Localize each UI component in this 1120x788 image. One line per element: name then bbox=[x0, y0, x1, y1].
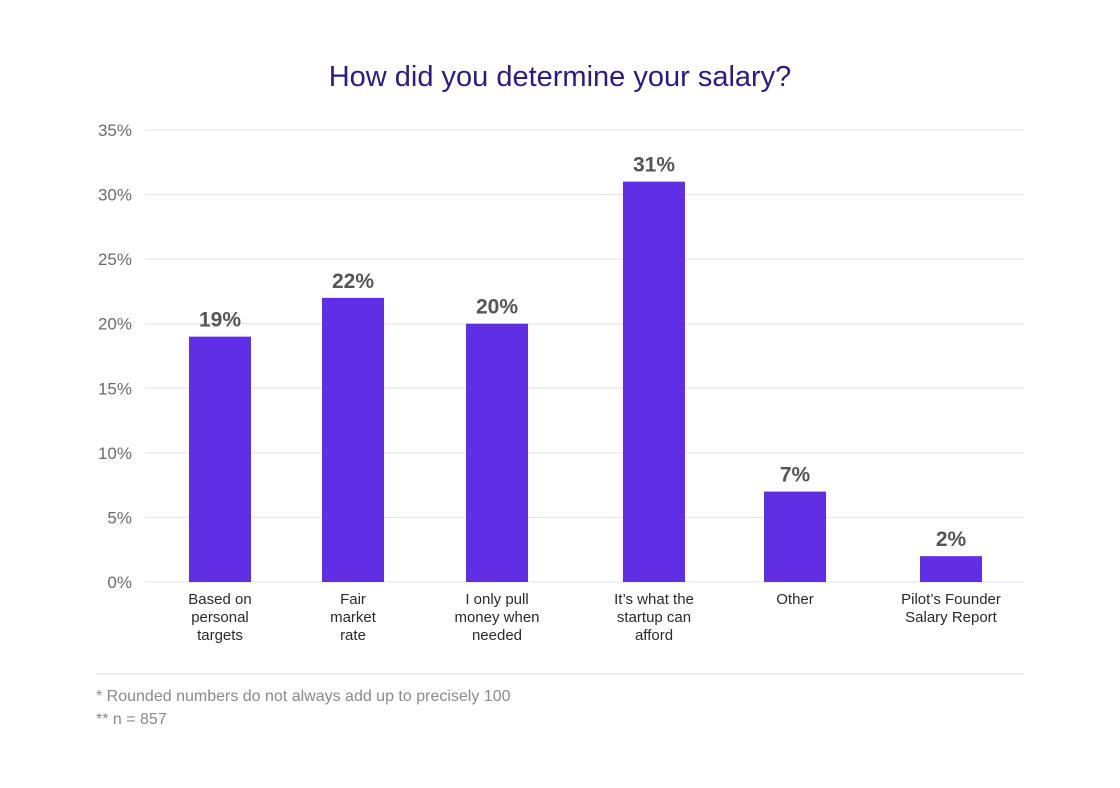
bar bbox=[189, 336, 251, 582]
y-axis-ticks: 0% 5% 10% 15% 20% 25% 30% 35% bbox=[98, 121, 132, 592]
y-tick-label: 35% bbox=[98, 121, 132, 140]
data-label: 31% bbox=[633, 154, 675, 177]
bar bbox=[764, 491, 826, 582]
y-tick-label: 0% bbox=[107, 573, 132, 592]
gridlines bbox=[145, 129, 1024, 583]
y-tick-label: 25% bbox=[98, 250, 132, 269]
y-tick-label: 20% bbox=[98, 315, 132, 334]
data-label: 7% bbox=[780, 464, 811, 487]
x-axis-labels: Based on personal targets Fair market rate I o… bbox=[188, 591, 1001, 644]
bar bbox=[623, 181, 685, 582]
y-tick-label: 10% bbox=[98, 444, 132, 463]
y-tick-label: 30% bbox=[98, 186, 132, 205]
data-label: 2% bbox=[936, 528, 967, 551]
x-tick-label: Other bbox=[776, 591, 814, 608]
footnote-sample-size: ** n = 857 bbox=[96, 711, 167, 728]
data-label: 20% bbox=[476, 296, 518, 319]
bar bbox=[466, 323, 528, 582]
y-tick-label: 15% bbox=[98, 379, 132, 398]
x-tick-label: I only pull money when needed bbox=[454, 591, 539, 644]
x-tick-label: It’s what the startup can afford bbox=[614, 591, 694, 644]
bar bbox=[322, 297, 384, 582]
x-tick-label: Based on personal targets bbox=[188, 591, 251, 644]
data-labels: 19% 22% 20% 31% 7% 2% bbox=[199, 154, 967, 552]
footnote-rounding: * Rounded numbers do not always add up t… bbox=[96, 688, 511, 705]
y-tick-label: 5% bbox=[107, 508, 132, 527]
x-tick-label: Fair market rate bbox=[330, 591, 377, 644]
data-label: 22% bbox=[332, 270, 374, 293]
data-label: 19% bbox=[199, 309, 241, 332]
bar bbox=[920, 556, 982, 582]
x-tick-label: Pilot’s Founder Salary Report bbox=[901, 591, 1001, 626]
chart-title: How did you determine your salary? bbox=[329, 61, 792, 93]
bars bbox=[189, 181, 982, 582]
